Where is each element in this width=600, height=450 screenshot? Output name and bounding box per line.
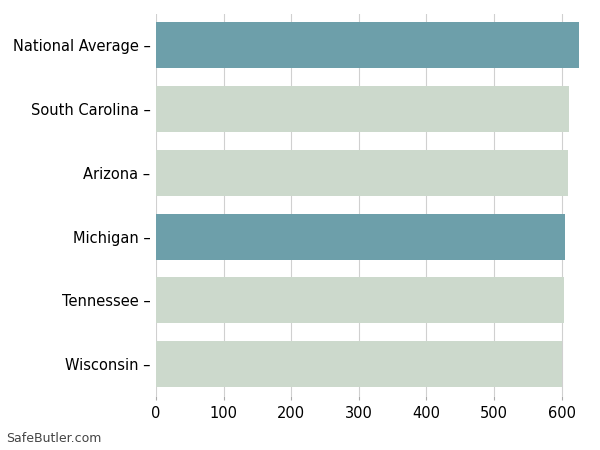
Text: SafeButler.com: SafeButler.com bbox=[6, 432, 101, 446]
Bar bbox=[156, 86, 569, 132]
Bar bbox=[156, 277, 564, 323]
Bar bbox=[156, 214, 565, 260]
Bar bbox=[156, 341, 562, 387]
Bar bbox=[156, 150, 568, 196]
Bar bbox=[156, 22, 578, 68]
